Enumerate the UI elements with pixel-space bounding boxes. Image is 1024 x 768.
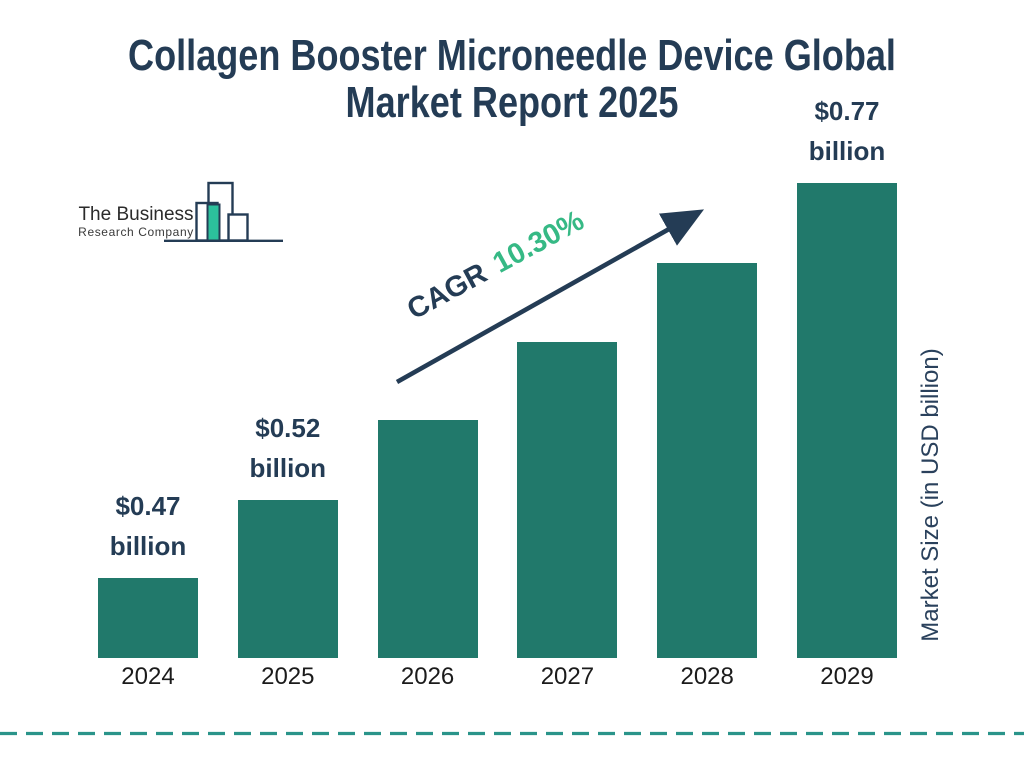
bar-2027 xyxy=(517,342,618,658)
year-label-2029: 2029 xyxy=(820,663,874,690)
value-label-2025: $0.52 billion xyxy=(249,413,327,483)
year-label-2027: 2027 xyxy=(540,663,595,690)
logo-subname: Research Company xyxy=(78,225,194,239)
year-label-2028: 2028 xyxy=(680,663,734,690)
company-logo-text: The Business Research Company xyxy=(74,204,198,239)
bar-2029 xyxy=(797,183,897,658)
page-title-line1: Collagen Booster Microneedle Device Glob… xyxy=(128,31,896,80)
logo-name: The Business xyxy=(78,204,194,225)
bar-2026 xyxy=(377,420,478,658)
bottom-dashed-divider xyxy=(0,731,1024,736)
bar-2028 xyxy=(657,263,758,658)
value-label-2029: $0.77 billion xyxy=(808,96,886,166)
year-label-2024: 2024 xyxy=(121,663,175,690)
value-label-2024: $0.47 billion xyxy=(109,491,187,561)
y-axis-label: Market Size (in USD billion) xyxy=(917,348,944,642)
logo-bar-chart-icon xyxy=(164,181,283,243)
cagr-value: 10.30% xyxy=(487,204,590,280)
bar-2024 xyxy=(98,578,198,658)
cagr-annotation: CAGR10.30% xyxy=(402,205,590,327)
page-title-line2: Market Report 2025 xyxy=(345,78,679,127)
year-label-2026: 2026 xyxy=(400,663,455,690)
bar-2025 xyxy=(237,500,338,658)
cagr-label: CAGR xyxy=(402,257,493,327)
year-label-2025: 2025 xyxy=(261,663,315,690)
page-title: Collagen Booster Microneedle Device Glob… xyxy=(92,32,932,126)
